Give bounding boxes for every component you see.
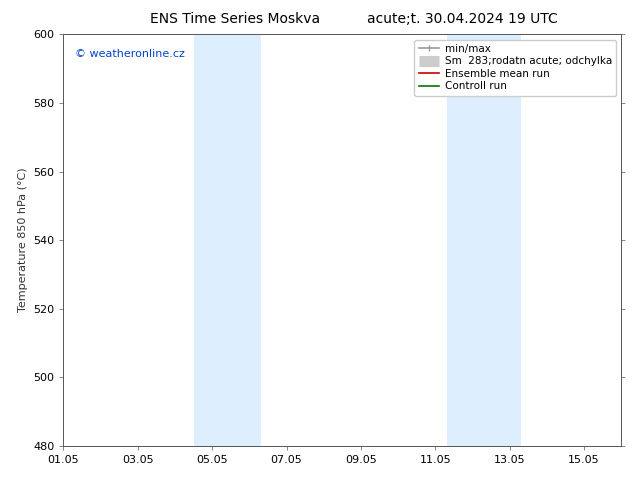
- Text: acute;t. 30.04.2024 19 UTC: acute;t. 30.04.2024 19 UTC: [368, 12, 558, 26]
- Bar: [193, 34, 261, 446]
- Bar: [446, 34, 521, 446]
- Y-axis label: Temperature 850 hPa (°C): Temperature 850 hPa (°C): [18, 168, 27, 313]
- Legend: min/max, Sm  283;rodatn acute; odchylka, Ensemble mean run, Controll run: min/max, Sm 283;rodatn acute; odchylka, …: [415, 40, 616, 96]
- Text: ENS Time Series Moskva: ENS Time Series Moskva: [150, 12, 320, 26]
- Text: © weatheronline.cz: © weatheronline.cz: [75, 49, 184, 59]
